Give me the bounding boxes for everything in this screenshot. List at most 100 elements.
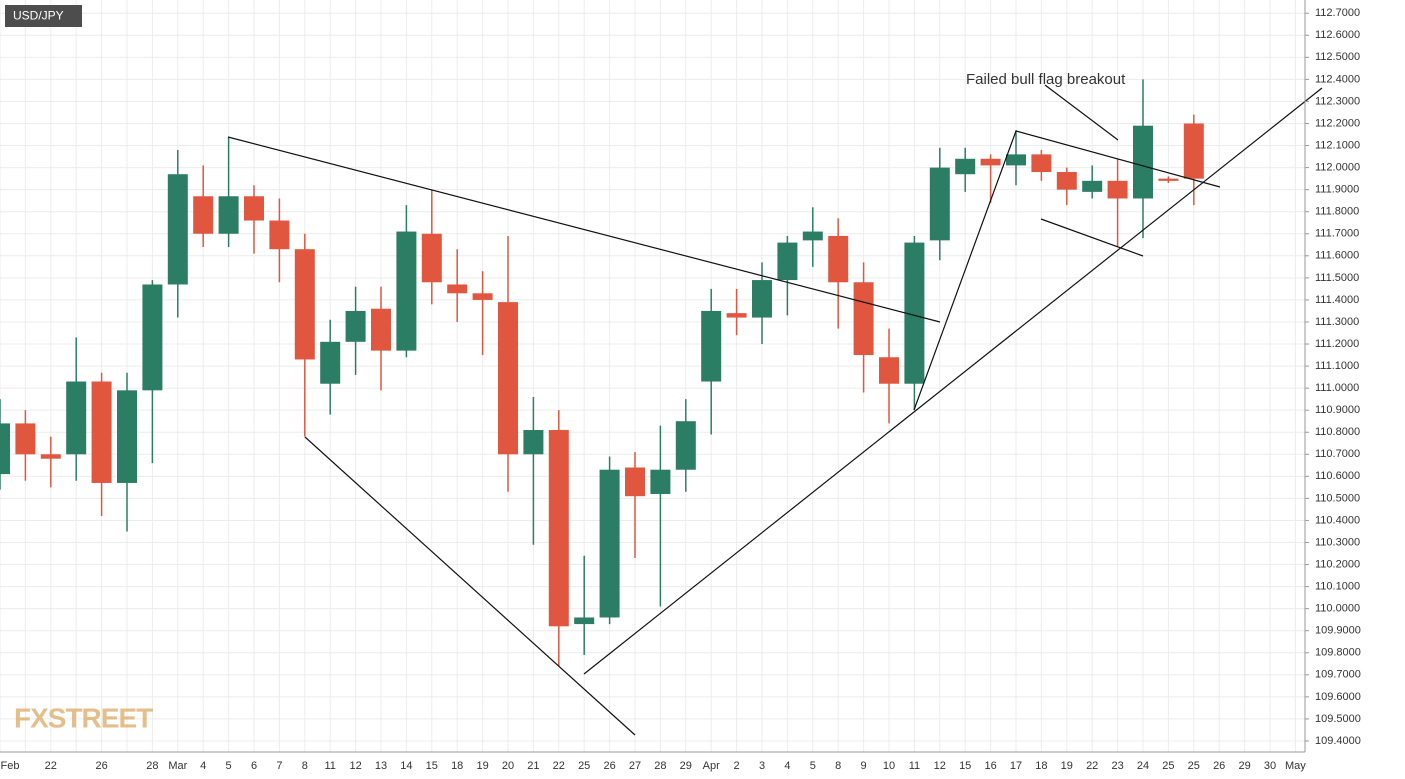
x-tick-label: 19 — [476, 760, 488, 772]
logo: FXSTREET — [14, 702, 153, 733]
candle-body — [91, 381, 112, 483]
candle-body — [1031, 154, 1052, 173]
candle-body — [1183, 123, 1204, 179]
candle-body — [371, 308, 391, 351]
y-tick-label: 111.1000 — [1315, 360, 1359, 372]
x-tick-label: 4 — [784, 760, 790, 772]
x-tick-label: 9 — [861, 760, 867, 772]
x-tick-label: 25 — [1162, 760, 1174, 772]
x-tick-label: 28 — [654, 760, 666, 772]
x-tick-label: 17 — [1010, 760, 1022, 772]
x-tick-label: 15 — [426, 760, 438, 772]
x-tick-label: 6 — [251, 760, 257, 772]
candle-body — [320, 341, 341, 384]
y-tick-label: 109.4000 — [1315, 735, 1361, 747]
trend-line — [227, 136, 941, 323]
candle-body — [752, 280, 772, 318]
candle-body — [117, 390, 137, 483]
y-tick-label: 111.7000 — [1315, 228, 1359, 240]
candle-body — [726, 313, 747, 318]
x-tick-label: Apr — [703, 760, 720, 772]
y-tick-label: 110.1000 — [1315, 581, 1360, 593]
x-tick-label: 11 — [324, 760, 335, 772]
candle-body — [15, 423, 36, 455]
candle-body — [345, 310, 366, 342]
x-tick-label: 2 — [734, 760, 740, 772]
candle-body — [472, 293, 493, 300]
candle-body — [853, 282, 874, 356]
x-tick-label: 7 — [276, 760, 282, 772]
x-tick-label: 25 — [1188, 760, 1200, 772]
x-tick-label: 26 — [1213, 760, 1225, 772]
candle-body — [66, 381, 87, 455]
x-tick-label: 12 — [349, 760, 361, 772]
y-tick-label: 110.4000 — [1315, 514, 1360, 526]
candle-body — [1056, 172, 1077, 190]
y-tick-label: 110.3000 — [1315, 536, 1360, 548]
x-tick-label: 23 — [1111, 760, 1123, 772]
y-tick-label: 109.5000 — [1315, 713, 1361, 725]
y-tick-label: 112.6000 — [1315, 29, 1360, 41]
candle-body — [1006, 154, 1026, 166]
candle-body — [498, 302, 518, 455]
x-tick-label: 22 — [1086, 760, 1098, 772]
x-tick-label: 25 — [578, 760, 590, 772]
candle-body — [421, 233, 442, 283]
candle-body — [675, 421, 696, 470]
y-tick-label: 110.5000 — [1315, 492, 1360, 504]
y-tick-label: 112.0000 — [1315, 162, 1360, 174]
trend-line — [1015, 130, 1221, 188]
candle-body — [193, 196, 214, 234]
x-tick-label: 26 — [603, 760, 615, 772]
grid — [0, 0, 1305, 752]
candle-body — [1107, 180, 1128, 199]
candle-body — [294, 249, 315, 360]
candle-body — [904, 242, 925, 384]
candle-body — [828, 235, 849, 283]
x-tick-label: 16 — [984, 760, 996, 772]
candle-body — [396, 231, 417, 351]
y-tick-label: 111.3000 — [1315, 316, 1359, 328]
annotation: Failed bull flag breakout — [966, 71, 1126, 88]
chart-title: USD/JPY — [13, 9, 64, 23]
x-tick-label: 4 — [200, 760, 206, 772]
candle-body — [447, 284, 468, 294]
candle-body — [777, 242, 798, 281]
y-tick-label: 111.8000 — [1315, 206, 1359, 218]
x-tick-label: 30 — [1264, 760, 1276, 772]
x-tick-label: 21 — [527, 760, 539, 772]
candle-body — [929, 167, 950, 241]
annotation-pointer — [1044, 84, 1119, 141]
candle-body — [599, 469, 620, 618]
x-tick-label: 5 — [810, 760, 816, 772]
y-tick-label: 112.5000 — [1315, 51, 1360, 63]
y-tick-label: 110.0000 — [1315, 603, 1360, 615]
y-tick-label: 112.2000 — [1315, 117, 1360, 129]
y-tick-label: 112.4000 — [1315, 73, 1360, 85]
x-tick-label: 5 — [226, 760, 232, 772]
candle-body — [218, 196, 239, 234]
x-tick-label: 11 — [909, 760, 920, 772]
y-tick-label: 110.8000 — [1315, 426, 1360, 438]
y-tick-label: 110.9000 — [1315, 404, 1360, 416]
candles — [0, 79, 1204, 666]
y-tick-label: 112.3000 — [1315, 95, 1360, 107]
candle-body — [955, 158, 976, 175]
y-tick-label: 109.6000 — [1315, 691, 1361, 703]
trend-line — [913, 130, 1017, 411]
candle-body — [523, 430, 544, 455]
x-tick-label: 29 — [1238, 760, 1250, 772]
x-tick-label: 8 — [835, 760, 841, 772]
x-tick-label: May — [1285, 760, 1306, 772]
x-tick-label: 14 — [400, 760, 412, 772]
candle-body — [879, 357, 899, 384]
y-tick-label: 112.7000 — [1315, 7, 1360, 19]
x-tick-label: 22 — [45, 760, 57, 772]
y-tick-label: 112.1000 — [1315, 139, 1360, 151]
x-tick-label: 18 — [451, 760, 463, 772]
candle-body — [650, 469, 671, 494]
candle-body — [802, 231, 823, 241]
x-tick-label: 27 — [629, 760, 641, 772]
candle-body — [1133, 125, 1153, 199]
y-tick-label: 111.6000 — [1315, 250, 1359, 262]
